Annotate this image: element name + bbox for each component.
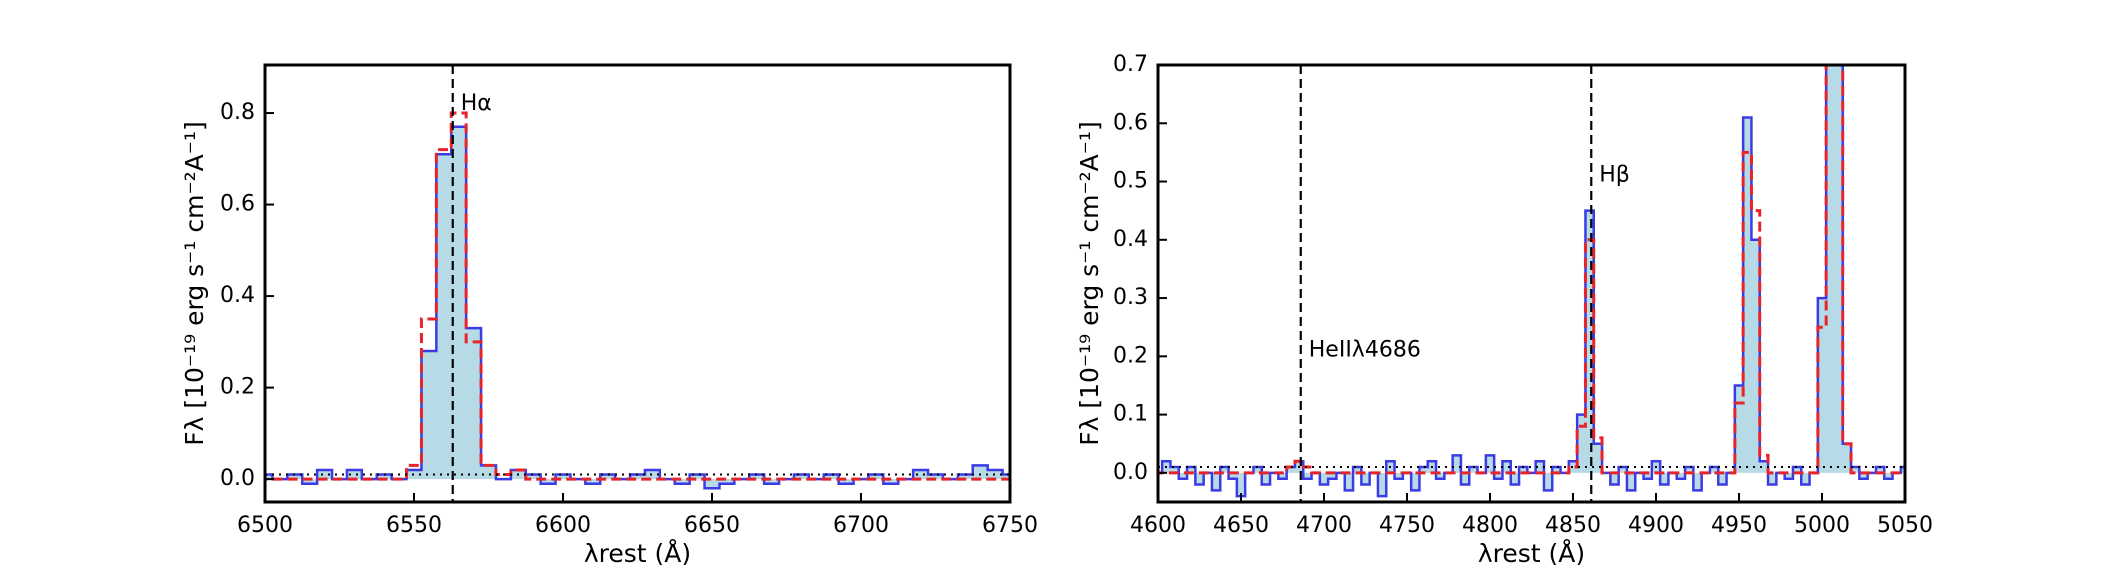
y-tick-label: 0.2: [220, 375, 255, 400]
x-tick-label: 6650: [684, 513, 740, 538]
y-axis-label: Fλ [10⁻¹⁹ erg s⁻¹ cm⁻²A⁻¹]: [180, 121, 209, 446]
y-tick-label: 0.2: [1113, 343, 1148, 368]
x-tick-label: 4700: [1296, 513, 1352, 538]
y-tick-label: 0.6: [220, 192, 255, 217]
y-tick-label: 0.1: [1113, 402, 1148, 427]
x-axis-label: λrest (Å): [1478, 539, 1585, 565]
y-tick-label: 0.5: [1113, 169, 1148, 194]
line-label: Hα: [461, 91, 492, 116]
axes-frame: [1156, 63, 1907, 504]
y-axis-label: Fλ [10⁻¹⁹ erg s⁻¹ cm⁻²A⁻¹]: [1075, 121, 1104, 446]
x-tick-label: 6600: [535, 513, 591, 538]
y-tick-label: 0.7: [1113, 52, 1148, 77]
flux-line: [1158, 65, 1905, 498]
panel: HeIIλ4686 Hβ 4600 4650 4700 4750 4800 4850 4900 4…: [1075, 52, 1933, 565]
x-tick-label: 6500: [237, 513, 293, 538]
flux-line: [265, 125, 1010, 490]
y-tick-label: 0.8: [220, 100, 255, 125]
x-tick-label: 4600: [1130, 513, 1186, 538]
line-label: Hβ: [1599, 163, 1630, 188]
y-tick-label: 0.6: [1113, 110, 1148, 135]
plot-area: [1158, 65, 1905, 498]
x-tick-label: 4750: [1379, 513, 1435, 538]
x-tick-label: 4800: [1462, 513, 1518, 538]
plot-area: [265, 111, 1010, 490]
x-tick-label: 4900: [1628, 513, 1684, 538]
flux-fill: [1158, 65, 1905, 497]
x-tick-label: 6750: [982, 513, 1038, 538]
y-tick-label: 0.4: [220, 283, 255, 308]
y-tick-label: 0.0: [220, 466, 255, 491]
x-tick-label: 5000: [1794, 513, 1850, 538]
x-tick-label: 4850: [1545, 513, 1601, 538]
x-tick-label: 4650: [1213, 513, 1269, 538]
y-tick-label: 0.0: [1113, 460, 1148, 485]
x-tick-label: 6550: [386, 513, 442, 538]
line-label: HeIIλ4686: [1309, 338, 1421, 363]
y-tick-label: 0.4: [1113, 227, 1148, 252]
x-tick-label: 6700: [833, 513, 889, 538]
y-tick-label: 0.3: [1113, 285, 1148, 310]
axes-frame: [263, 63, 1012, 504]
x-axis-label: λrest (Å): [584, 539, 691, 565]
model-line: [1158, 65, 1905, 475]
flux-fill: [265, 126, 1010, 489]
panel: Hα 6500 6550 6600 6650 6700 6750 0.0 0.2 0.4 0.6 0.…: [180, 63, 1038, 565]
model-line: [265, 111, 1010, 481]
x-tick-label: 4950: [1711, 513, 1767, 538]
x-tick-label: 5050: [1877, 513, 1933, 538]
